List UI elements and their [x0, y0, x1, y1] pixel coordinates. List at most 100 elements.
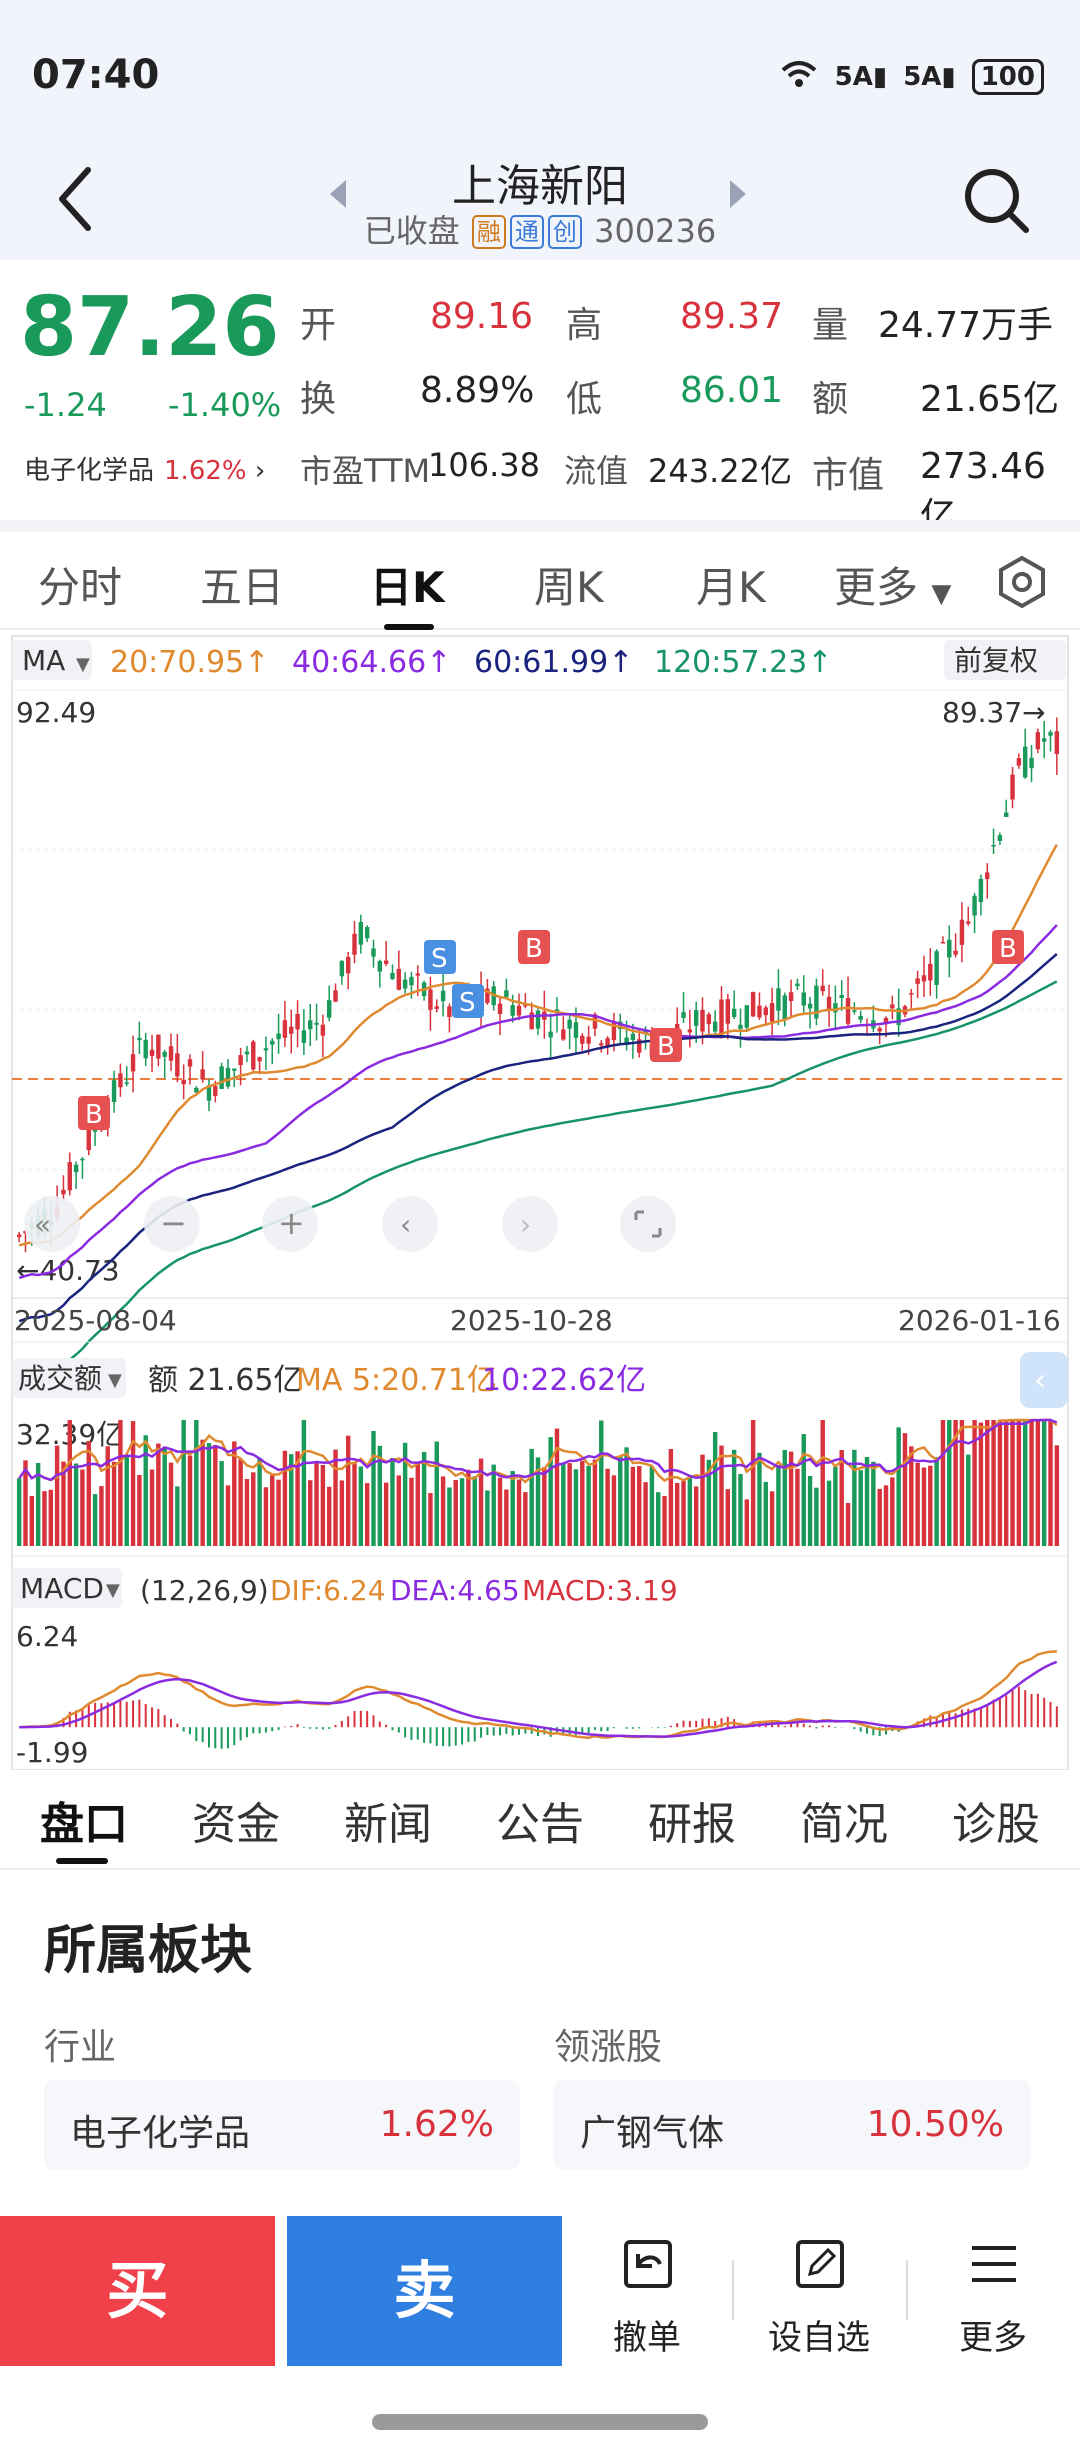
macd-selector[interactable]	[12, 1568, 122, 1608]
sell-signal[interactable]: S	[452, 984, 484, 1018]
tab-daily-k[interactable]: 日K	[370, 563, 445, 612]
candle	[137, 1037, 142, 1041]
candle	[915, 978, 920, 984]
volume-bar	[1016, 1420, 1022, 1546]
tab-order-book[interactable]: 盘口	[40, 1799, 128, 1850]
candle	[788, 992, 794, 1002]
tab-monthly-k[interactable]: 月K	[696, 563, 766, 612]
pe-value: 106.38	[428, 446, 540, 484]
macd-min-label: -1.99	[16, 1736, 88, 1769]
date-label-start: 2025-08-04	[14, 1304, 177, 1337]
candle	[953, 950, 958, 955]
adjust-selector[interactable]	[944, 640, 1066, 680]
buy-signal[interactable]: B	[992, 930, 1024, 964]
kline-chart[interactable]: MA ▼ 20:70.95↑ 40:64.66↑ 60:61.99↑ 120:5…	[0, 630, 1080, 1771]
tab-research[interactable]: 研报	[648, 1799, 736, 1850]
buy-signal[interactable]: B	[518, 930, 550, 964]
volume-bar	[972, 1420, 977, 1546]
candle	[434, 1006, 439, 1009]
volume-bar	[364, 1483, 370, 1546]
candle	[118, 1073, 123, 1088]
zoom-out-button[interactable]: −	[144, 1196, 200, 1252]
back-icon[interactable]	[48, 164, 108, 234]
candle	[162, 1051, 167, 1057]
volume-bar	[333, 1449, 338, 1546]
tab-announcements[interactable]: 公告	[496, 1799, 584, 1850]
ma-selector[interactable]	[12, 640, 92, 680]
prev-stock-icon[interactable]	[330, 180, 346, 208]
volume-selector[interactable]	[12, 1358, 126, 1398]
side-panel-toggle[interactable]: ‹	[1020, 1352, 1068, 1408]
volume-bar	[383, 1482, 389, 1546]
volume-bar	[345, 1435, 351, 1546]
tab-profile[interactable]: 简况	[800, 1799, 888, 1850]
volume-bar	[523, 1492, 528, 1546]
more-button[interactable]: 更多	[908, 2216, 1078, 2366]
candle	[86, 1127, 91, 1151]
volume-bar	[251, 1472, 256, 1546]
tab-capital[interactable]: 资金	[192, 1799, 280, 1850]
volume-bar	[402, 1442, 408, 1546]
add-watchlist-button[interactable]: 设自选	[734, 2216, 904, 2366]
period-tabs: 分时 五日 日K 周K 月K 更多 ▼	[0, 520, 1080, 630]
candle	[599, 1043, 604, 1046]
volume-bar	[643, 1482, 648, 1546]
volume-bar	[295, 1451, 300, 1546]
volume-bar	[757, 1452, 762, 1546]
volume-bar	[263, 1487, 269, 1546]
scroll-right-button[interactable]: ›	[502, 1196, 558, 1252]
tab-diagnosis[interactable]: 诊股	[952, 1799, 1040, 1850]
zoom-in-button[interactable]: +	[262, 1196, 318, 1252]
tab-intraday[interactable]: 分时	[38, 563, 123, 612]
buy-signal[interactable]: B	[650, 1028, 682, 1062]
volume-value: 24.77万手	[878, 305, 1054, 346]
candle	[630, 1033, 636, 1041]
leader-card[interactable]: 广钢气体 10.50%	[554, 2080, 1030, 2170]
volume-bar	[839, 1450, 844, 1546]
candle	[997, 835, 1003, 841]
volume-bar	[776, 1464, 781, 1546]
cancel-order-button[interactable]: 撤单	[562, 2216, 732, 2366]
candle	[396, 968, 402, 990]
tab-news[interactable]: 新闻	[344, 1799, 432, 1850]
volume-bar	[662, 1496, 667, 1546]
sector-link[interactable]: 电子化学品 1.62% ›	[24, 456, 266, 486]
tab-more[interactable]: 更多 ▼	[834, 563, 952, 612]
industry-label: 行业	[44, 2027, 117, 2068]
candle	[858, 1015, 863, 1020]
next-stock-icon[interactable]	[730, 180, 746, 208]
settings-hex-icon[interactable]	[994, 554, 1050, 610]
sell-button[interactable]: 卖	[287, 2216, 562, 2366]
svg-text:«: «	[34, 1208, 51, 1241]
buy-signal[interactable]: B	[78, 1096, 110, 1130]
candle	[909, 993, 914, 995]
volume-bar	[23, 1460, 28, 1546]
buy-button[interactable]: 买	[0, 2216, 275, 2366]
scroll-left-button[interactable]: ‹	[382, 1196, 438, 1252]
info-tabs: 盘口 资金 新闻 公告 研报 简况 诊股	[0, 1770, 1080, 1870]
sell-signal[interactable]: S	[424, 940, 456, 974]
volume-bar	[712, 1431, 718, 1546]
dea-line	[19, 1660, 1058, 1738]
chart-area[interactable]: MA ▼ 20:70.95↑ 40:64.66↑ 60:61.99↑ 120:5…	[0, 630, 1080, 1771]
tab-weekly-k[interactable]: 周K	[534, 563, 604, 612]
volume-bar	[358, 1466, 364, 1546]
volume-bar	[440, 1476, 446, 1546]
rewind-button[interactable]: «	[24, 1196, 80, 1252]
tab-five-day[interactable]: 五日	[200, 563, 285, 612]
fullscreen-button[interactable]	[620, 1196, 676, 1252]
volume-bar	[769, 1491, 775, 1546]
industry-card[interactable]: 电子化学品 1.62%	[44, 2080, 520, 2170]
candle	[1041, 738, 1047, 742]
volume-bar	[744, 1499, 750, 1546]
home-indicator[interactable]	[372, 2414, 708, 2430]
volume-bar	[396, 1475, 402, 1546]
search-icon[interactable]	[956, 160, 1036, 240]
ma40-line	[18, 924, 1058, 1280]
volume-bar	[447, 1487, 452, 1546]
volume-bar	[845, 1502, 851, 1546]
chevron-down-icon: ▼	[108, 1370, 122, 1391]
volume-bar	[763, 1481, 768, 1546]
quote-panel: 87.26 -1.24 -1.40% 电子化学品 1.62% › 开 89.16 …	[0, 260, 1080, 537]
volume-bar	[630, 1466, 636, 1546]
